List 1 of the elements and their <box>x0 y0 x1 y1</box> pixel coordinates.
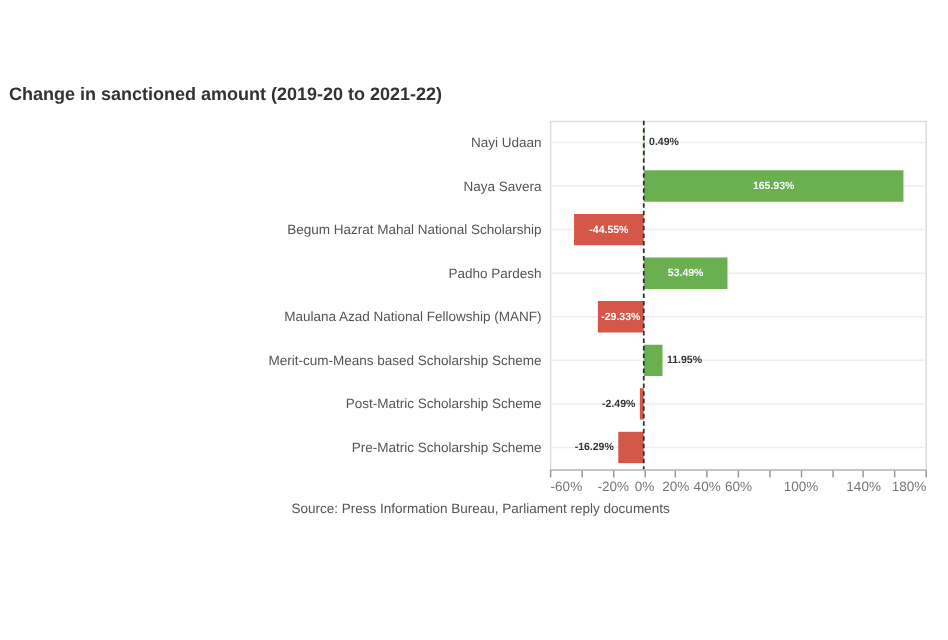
text: Change in sanctioned amount (2019-20 to 2021-22) <box>8 84 443 105</box>
